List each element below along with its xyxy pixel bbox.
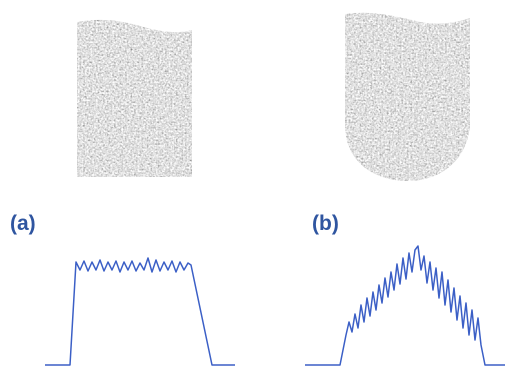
profile-b (305, 246, 505, 365)
specimen-a (70, 10, 200, 185)
figure: (a) (b) (0, 0, 508, 369)
page: {"panels": [{"label": "(a)"}, {"label": … (0, 0, 508, 369)
specimen-b (340, 5, 475, 185)
panel-label: (b) (312, 212, 339, 235)
profile-a (45, 258, 235, 365)
panel-label: (a) (10, 212, 36, 235)
